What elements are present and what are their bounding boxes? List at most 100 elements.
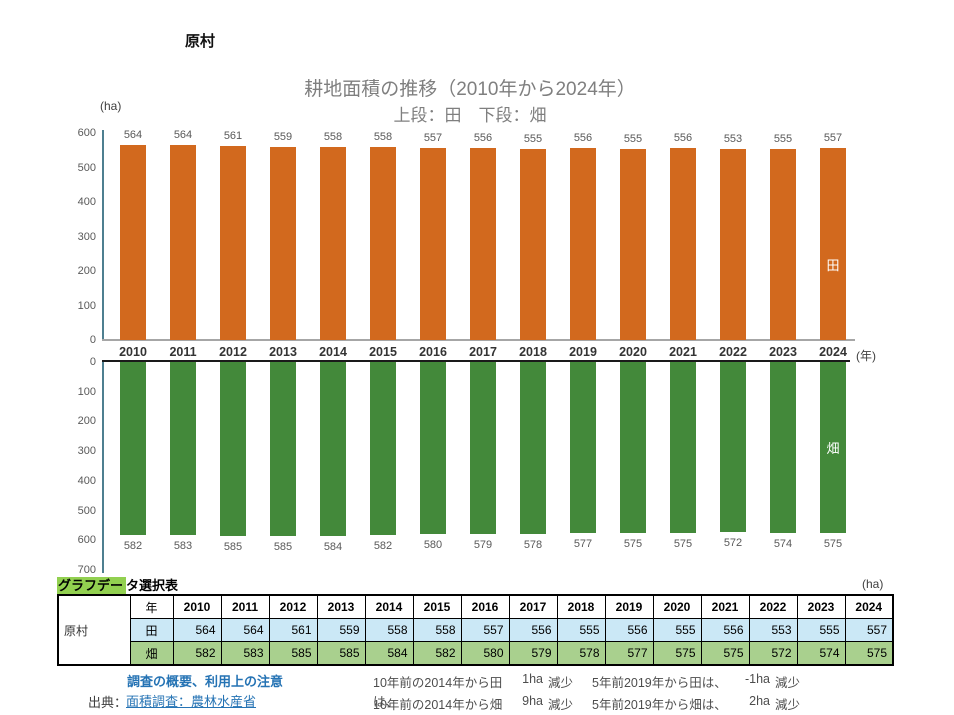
table-value-cell: 575	[700, 641, 750, 666]
y-axis-tick: 600	[77, 534, 96, 547]
table-year-cell: 2016	[460, 594, 510, 619]
x-axis-year: 2021	[669, 345, 697, 359]
bar-value-label: 556	[573, 132, 593, 145]
x-axis-year: 2019	[569, 345, 597, 359]
bar-value-label: 558	[373, 131, 393, 144]
y-axis-tick: 100	[77, 299, 96, 312]
bar-field-2019	[570, 362, 596, 534]
table-value-cell: 559	[316, 618, 366, 642]
x-axis-year: 2013	[269, 345, 297, 359]
bar-paddy-2019	[570, 148, 596, 340]
note-5yr-field-value: 2ha	[749, 694, 770, 708]
bar-paddy-2013	[270, 147, 296, 340]
table-value-cell: 577	[604, 641, 654, 666]
bar-value-label: 580	[423, 539, 443, 552]
table-year-cell: 2010	[172, 594, 222, 619]
bar-paddy-2022	[720, 149, 746, 340]
y-axis-tick: 200	[77, 265, 96, 277]
table-year-cell: 2015	[412, 594, 462, 619]
bar-value-label: 574	[773, 537, 793, 550]
bar-value-label: 556	[673, 132, 693, 145]
bar-value-label: 575	[823, 537, 843, 550]
paddy-series-label: 田	[826, 258, 840, 273]
top-chart-baseline	[102, 339, 855, 341]
table-unit-label: (ha)	[862, 577, 884, 591]
bar-value-label: 557	[423, 131, 443, 144]
bar-value-label: 553	[723, 133, 743, 146]
bar-value-label: 564	[173, 129, 193, 142]
note-row-field: 10年前の2014年から畑は、 9ha 減少 5年前2019年から畑は、 2ha…	[373, 694, 809, 715]
table-year-cell: 2012	[268, 594, 318, 619]
y-axis-tick: 100	[77, 385, 96, 398]
bar-field-2017	[470, 362, 496, 535]
source-link[interactable]: 面積調査：農林水産省	[126, 694, 257, 709]
table-region-cell: 原村	[57, 594, 131, 666]
table-value-cell: 574	[796, 641, 846, 666]
table-value-cell: 556	[604, 618, 654, 642]
table-value-cell: 580	[460, 641, 510, 666]
bar-value-label: 585	[273, 540, 293, 553]
bar-field-2020	[620, 362, 646, 533]
table-year-cell: 2011	[220, 594, 270, 619]
bar-paddy-2017	[470, 148, 496, 340]
note-5yr-field-label: 5年前2019年から畑は、	[592, 698, 727, 712]
bar-value-label: 578	[523, 538, 543, 551]
table-caption: グラフデー タ選択表	[57, 575, 178, 594]
note-5yr-paddy-label: 5年前2019年から田は、	[592, 676, 727, 690]
bar-field-2021	[670, 362, 696, 533]
note-10yr-paddy-word: 減少	[548, 676, 574, 690]
table-year-header: 年	[129, 594, 174, 619]
bar-value-label: 583	[173, 540, 193, 553]
bar-paddy-2016	[420, 147, 446, 340]
bar-field-2012	[220, 362, 246, 536]
table-year-cell: 2018	[556, 594, 606, 619]
table-value-cell: 561	[268, 618, 318, 642]
table-value-cell: 578	[556, 641, 606, 666]
bar-field-2023	[770, 362, 796, 533]
bar-paddy-2018	[520, 148, 546, 340]
bar-value-label: 585	[223, 540, 243, 553]
table-value-cell: 556	[508, 618, 558, 642]
bar-field-2018	[520, 362, 546, 534]
note-5yr-paddy-value: -1ha	[744, 672, 770, 686]
table-value-cell: 575	[844, 641, 894, 666]
table-value-cell: 583	[220, 641, 270, 666]
bar-value-label: 584	[323, 540, 343, 553]
table-value-cell: 585	[316, 641, 366, 666]
table-value-cell: 558	[412, 618, 462, 642]
bar-value-label: 556	[473, 132, 493, 145]
table-value-cell: 584	[364, 641, 414, 666]
bar-value-label: 559	[273, 131, 293, 144]
data-table: 原村年 2010 2011 2012 2013 2014 2015 2016 2017 2018 2…	[57, 594, 894, 666]
bottom-chart-y-axis	[102, 361, 104, 573]
y-axis-tick: 300	[77, 230, 96, 243]
bar-field-2022	[720, 362, 746, 532]
bar-value-label: 558	[323, 131, 343, 144]
bar-paddy-2014	[320, 147, 346, 340]
table-value-cell: 558	[364, 618, 414, 642]
bar-value-label: 582	[123, 539, 143, 552]
y-axis-tick: 0	[89, 334, 96, 346]
bar-value-label: 572	[723, 536, 743, 549]
bar-paddy-2012	[220, 146, 246, 340]
table-value-cell: 555	[556, 618, 606, 642]
table-value-cell: 556	[700, 618, 750, 642]
note-10yr-paddy-label: 10年前の2014年から田は、	[373, 676, 503, 709]
table-value-cell: 557	[844, 618, 894, 642]
x-axis-year: 2014	[319, 345, 347, 359]
bar-paddy-2023	[770, 148, 796, 340]
bar-value-label: 582	[373, 539, 393, 552]
chart-title: 耕地面積の推移（2010年から2024年）	[304, 79, 636, 100]
bar-value-label: 575	[623, 537, 643, 550]
x-axis-year: 2017	[469, 345, 497, 359]
bar-value-label: 557	[823, 131, 843, 144]
x-axis-year: 2024	[819, 345, 847, 359]
bar-field-2011	[170, 362, 196, 536]
table-value-cell: 553	[748, 618, 798, 642]
survey-overview-link[interactable]: 調査の概要、利用上の注意	[127, 674, 284, 689]
bar-paddy-2010	[120, 145, 146, 340]
bar-paddy-2021	[670, 148, 696, 340]
x-axis-year: 2023	[769, 345, 797, 359]
table-series-label: 畑	[129, 641, 174, 666]
